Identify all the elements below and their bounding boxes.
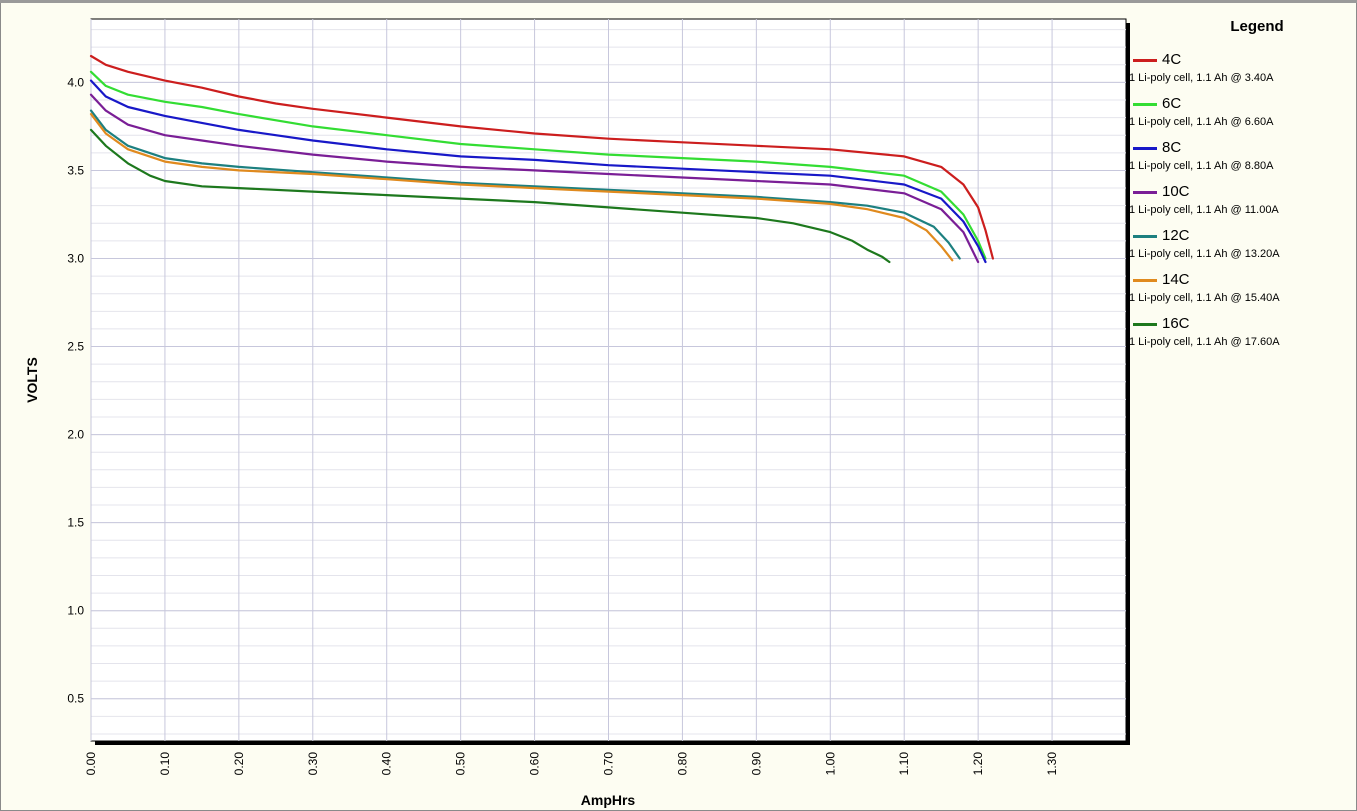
y-tick-labels: 0.5 1.0 1.5 2.0 2.5 3.0 3.5 4.0 xyxy=(67,75,84,705)
series-line-6c xyxy=(89,70,987,260)
y-tick-label: 0.5 xyxy=(67,692,84,706)
series-lines xyxy=(89,54,995,264)
y-tick-label: 3.5 xyxy=(67,163,84,177)
y-tick-label: 1.0 xyxy=(67,604,84,618)
legend-entry-6c: 6C 1 Li-poly cell, 1.1 Ah @ 6.60A xyxy=(1127,94,1355,138)
legend-entry-12c: 12C 1 Li-poly cell, 1.1 Ah @ 13.20A xyxy=(1127,226,1355,270)
legend-series-name: 8C xyxy=(1162,139,1182,156)
legend-series-name: 16C xyxy=(1162,315,1190,332)
legend-series-name: 4C xyxy=(1162,51,1182,68)
y-tick-label: 2.5 xyxy=(67,340,84,354)
y-axis-title: VOLTS xyxy=(24,357,40,403)
x-axis-title: AmpHrs xyxy=(581,792,636,808)
x-tick-label: 1.20 xyxy=(971,752,985,776)
y-tick-label: 4.0 xyxy=(67,75,84,89)
legend-entry-10c: 10C 1 Li-poly cell, 1.1 Ah @ 11.00A xyxy=(1127,182,1355,226)
legend-swatch xyxy=(1133,191,1157,194)
y-tick-label: 2.0 xyxy=(67,428,84,442)
x-tick-label: 0.30 xyxy=(306,752,320,776)
x-tick-label: 0.40 xyxy=(380,752,394,776)
x-tick-label: 0.80 xyxy=(675,752,689,776)
legend-series-description: 1 Li-poly cell, 1.1 Ah @ 15.40A xyxy=(1129,292,1280,304)
x-tick-label: 0.10 xyxy=(158,752,172,776)
x-tick-label: 1.00 xyxy=(823,752,837,776)
y-tick-label: 1.5 xyxy=(67,516,84,530)
legend-series-description: 1 Li-poly cell, 1.1 Ah @ 3.40A xyxy=(1129,72,1274,84)
series-line-12c xyxy=(89,109,961,260)
x-tick-label: 0.20 xyxy=(232,752,246,776)
x-tick-label: 0.50 xyxy=(454,752,468,776)
legend-entry-14c: 14C 1 Li-poly cell, 1.1 Ah @ 15.40A xyxy=(1127,270,1355,314)
series-line-14c xyxy=(89,112,954,262)
legend-entry-4c: 4C 1 Li-poly cell, 1.1 Ah @ 3.40A xyxy=(1127,50,1355,94)
legend-series-description: 1 Li-poly cell, 1.1 Ah @ 8.80A xyxy=(1129,160,1274,172)
legend-entry-16c: 16C 1 Li-poly cell, 1.1 Ah @ 17.60A xyxy=(1127,314,1355,358)
legend-series-name: 10C xyxy=(1162,183,1190,200)
legend-series-description: 1 Li-poly cell, 1.1 Ah @ 6.60A xyxy=(1129,116,1274,128)
legend-series-description: 1 Li-poly cell, 1.1 Ah @ 13.20A xyxy=(1129,248,1280,260)
x-tick-label: 1.10 xyxy=(897,752,911,776)
legend-title: Legend xyxy=(1230,18,1284,35)
x-tick-label: 0.70 xyxy=(602,752,616,776)
legend-series-description: 1 Li-poly cell, 1.1 Ah @ 17.60A xyxy=(1129,336,1280,348)
legend-series-name: 12C xyxy=(1162,227,1190,244)
series-line-8c xyxy=(89,79,987,264)
window-top-border xyxy=(0,0,1357,3)
x-tick-label: 1.30 xyxy=(1045,752,1059,776)
x-tick-label: 0.90 xyxy=(749,752,763,776)
legend-swatch xyxy=(1133,147,1157,150)
legend-entry-8c: 8C 1 Li-poly cell, 1.1 Ah @ 8.80A xyxy=(1127,138,1355,182)
x-tick-label: 0.60 xyxy=(528,752,542,776)
legend-swatch xyxy=(1133,279,1157,282)
legend-series-name: 6C xyxy=(1162,95,1182,112)
x-tick-labels: 0.00 0.10 0.20 0.30 0.40 0.50 0.60 0.70 0.80 0.90… xyxy=(84,752,1059,776)
legend-swatch xyxy=(1133,323,1157,326)
x-tick-label: 0.00 xyxy=(84,752,98,776)
legend-swatch xyxy=(1133,103,1157,106)
legend-series-name: 14C xyxy=(1162,271,1190,288)
y-tick-label: 3.0 xyxy=(67,251,84,265)
legend-swatch xyxy=(1133,59,1157,62)
series-line-16c xyxy=(89,128,891,264)
legend-swatch xyxy=(1133,235,1157,238)
series-line-10c xyxy=(89,93,980,264)
series-line-4c xyxy=(89,54,995,260)
legend-series-description: 1 Li-poly cell, 1.1 Ah @ 11.00A xyxy=(1129,204,1279,216)
